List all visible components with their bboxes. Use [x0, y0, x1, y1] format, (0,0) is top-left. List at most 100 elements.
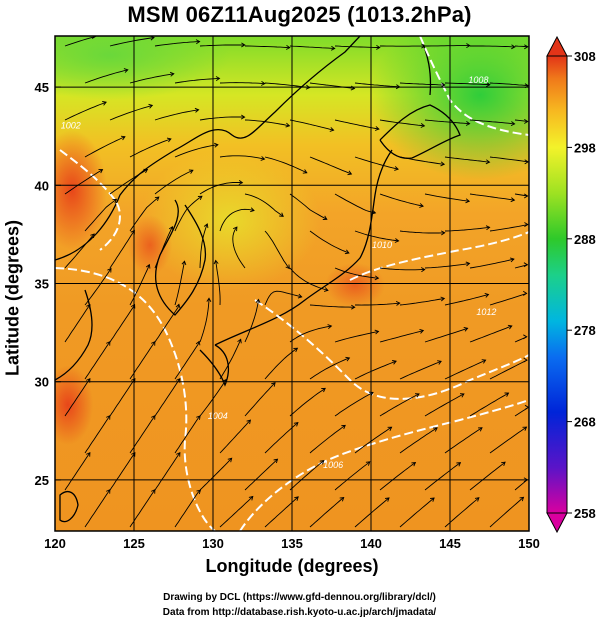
streamline — [289, 325, 332, 343]
streamline-arrowhead — [181, 260, 187, 266]
streamline-arrowhead — [323, 287, 329, 292]
colorbar-upper-arrow — [546, 35, 568, 57]
streamline — [264, 290, 302, 306]
isobar-label: 1008 — [468, 75, 488, 85]
streamline-arrowhead — [414, 393, 420, 398]
streamline-arrowhead — [481, 359, 487, 364]
streamline — [334, 392, 374, 417]
streamline-arrowhead — [374, 329, 380, 335]
streamline — [399, 360, 442, 380]
streamline-arrowhead — [339, 496, 345, 502]
streamline — [444, 427, 483, 454]
streamline-arrowhead — [285, 122, 291, 128]
streamline-arrowhead — [440, 161, 446, 167]
streamline-arrowhead — [341, 424, 346, 430]
streamline-arrowhead — [175, 303, 181, 309]
streamline — [469, 258, 514, 269]
streamline — [109, 104, 153, 121]
streamline-arrowhead — [420, 267, 426, 273]
streamline-arrowhead — [196, 415, 201, 420]
streamline — [199, 44, 245, 47]
streamline-arrowhead — [206, 297, 212, 303]
streamline — [109, 230, 135, 269]
streamline — [219, 419, 251, 454]
streamline-arrowhead — [196, 489, 202, 495]
colorbar-tick-label: 268 — [574, 415, 596, 430]
isobar-label: 1010 — [372, 240, 392, 250]
streamline-arrowhead — [507, 324, 513, 330]
streamline-arrowhead — [169, 71, 175, 77]
isobar-label: 1006 — [323, 460, 343, 470]
streamline-arrowhead — [233, 226, 238, 232]
streamline-arrowhead — [385, 497, 390, 502]
streamline — [64, 378, 91, 417]
streamline-arrowhead — [143, 168, 149, 174]
streamline — [289, 119, 334, 131]
streamline — [64, 233, 95, 269]
streamline — [424, 119, 470, 125]
y-axis-ticks: 25 30 35 40 45 — [35, 80, 61, 488]
streamline — [64, 169, 103, 195]
streamline — [174, 144, 218, 158]
streamline-arrowhead — [302, 169, 308, 174]
streamline — [399, 156, 445, 165]
streamline-arrowhead — [151, 414, 156, 420]
streamline — [399, 230, 445, 234]
streamline — [354, 360, 397, 380]
streamline — [424, 262, 470, 269]
streamline-arrowhead — [194, 107, 200, 113]
streamline — [334, 45, 380, 48]
streamline — [109, 378, 136, 417]
streamline-arrowhead — [250, 207, 255, 213]
streamline-arrowhead — [285, 45, 291, 50]
streamline-arrowhead — [524, 44, 529, 50]
streamline-arrowhead — [260, 81, 266, 86]
streamline-arrowhead — [411, 461, 417, 467]
streamline — [84, 415, 111, 454]
streamline-arrowhead — [297, 293, 303, 299]
streamline — [444, 156, 490, 163]
streamline — [354, 426, 392, 454]
streamline — [154, 304, 180, 343]
streamline-arrowhead — [504, 392, 510, 397]
streamline — [424, 193, 470, 202]
streamline — [399, 427, 438, 454]
streamline-arrowhead — [279, 212, 284, 217]
streamline-arrowhead — [419, 203, 424, 208]
streamline — [444, 226, 490, 232]
streamline — [489, 426, 527, 454]
streamline — [129, 73, 174, 84]
streamline — [154, 378, 181, 417]
streamline — [199, 116, 245, 121]
streamline — [289, 388, 326, 417]
streamline — [154, 226, 173, 269]
streamline — [244, 193, 284, 217]
streamline — [109, 169, 148, 195]
colorbar-tick-label: 278 — [574, 323, 596, 338]
streamline — [264, 156, 307, 174]
streamline — [514, 264, 528, 269]
streamline — [444, 82, 490, 86]
streamline — [399, 497, 435, 528]
streamline — [469, 119, 515, 125]
streamline-arrowhead — [374, 275, 380, 281]
streamline — [244, 458, 278, 491]
streamline — [154, 41, 200, 47]
streamline — [109, 37, 155, 47]
streamline-arrowhead — [524, 119, 529, 124]
streamline-arrowhead — [440, 230, 446, 236]
streamline-arrowhead — [420, 123, 426, 128]
streamline — [289, 460, 325, 491]
streamline — [219, 155, 265, 160]
streamline-arrowhead — [463, 326, 469, 332]
streamline — [470, 45, 515, 48]
streamline-arrowhead — [329, 127, 335, 132]
streamline-arrowhead — [86, 304, 91, 309]
streamline — [379, 267, 425, 271]
streamline — [84, 341, 111, 380]
streamline — [264, 347, 298, 380]
streamline — [489, 156, 529, 163]
streamline — [489, 224, 528, 232]
streamline-arrowhead — [215, 76, 221, 81]
streamline-arrowhead — [327, 324, 333, 330]
